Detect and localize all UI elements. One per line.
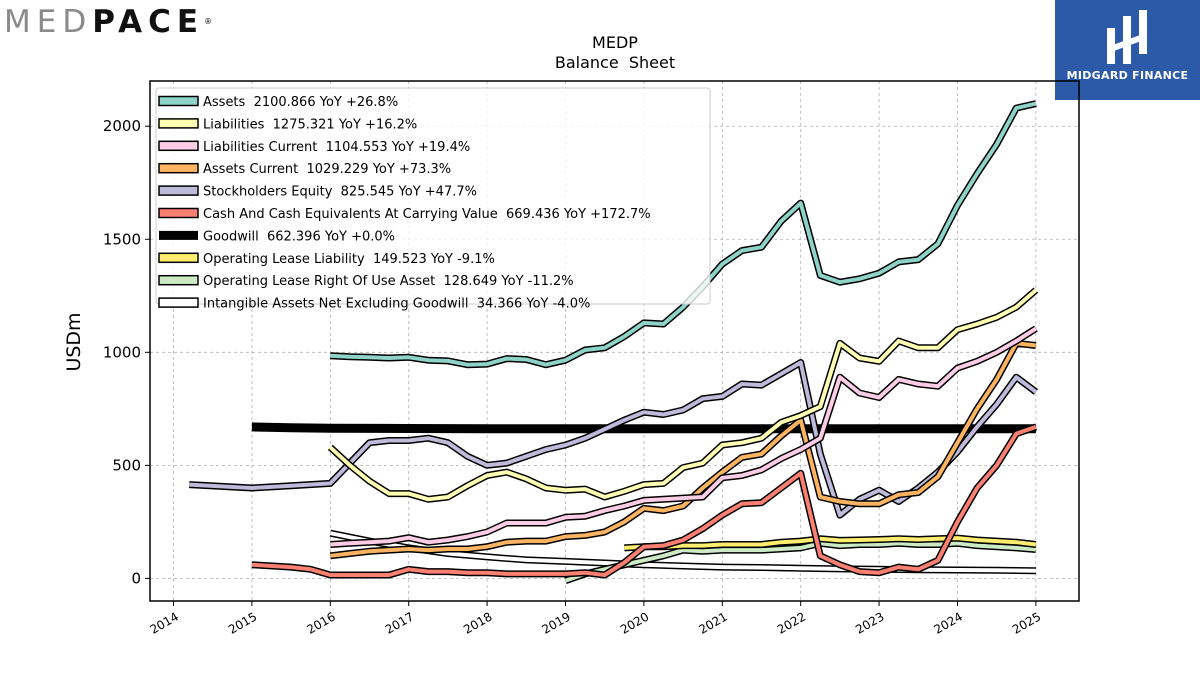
x-tick-label: 2016 [304,609,337,636]
x-tick-label: 2020 [618,609,651,636]
legend-label: Cash And Cash Equivalents At Carrying Va… [203,207,651,222]
legend-label: Liabilities Current 1104.553 YoY +19.4% [203,140,470,155]
medpace-logo: MEDPACE® [4,4,213,40]
series-line-path [330,101,1037,367]
legend-swatch [158,118,199,129]
legend-label: Assets 2100.866 YoY +26.8% [203,95,398,110]
grid [150,81,1079,601]
legend-label: Operating Lease Liability 149.523 YoY -9… [203,252,495,267]
y-axis-label: USDm [63,312,85,371]
y-tick-label: 1000 [103,343,141,361]
y-axis: 0 500 1000 1500 2000 [103,117,150,587]
x-tick-label: 2019 [540,609,573,636]
x-tick-label: 2018 [461,609,494,636]
series-line-path [330,326,1037,547]
series-line-path [330,341,1037,558]
series-line-path [564,541,1037,583]
series-line-path [251,425,1037,577]
chart-subtitle: Balance Sheet [555,53,675,72]
series-line [564,539,1037,585]
legend-swatch [158,162,199,174]
series-line [251,422,1036,434]
series-line [330,325,1038,548]
legend-label: Intangible Assets Net Excluding Goodwill… [203,297,590,312]
legend-label: Liabilities 1275.321 YoY +16.2% [203,117,417,132]
x-tick-label: 2022 [775,609,808,636]
plot-frame [149,80,1080,602]
legend-label: Stockholders Equity 825.545 YoY +47.7% [203,185,477,200]
legend: Assets 2100.866 YoY +26.8% Liabilities 12… [155,87,711,312]
legend-swatch [158,252,199,264]
series-line-path [624,536,1037,550]
legend-swatch [158,95,199,107]
legend-label: Assets Current 1029.229 YoY +73.3% [203,162,451,177]
series-line [330,100,1037,369]
x-axis: 2014 2015 2016 2017 2018 2019 2020 2021 2022 2023… [148,601,1043,637]
legend-swatch [158,207,199,219]
series-line-path [251,422,1036,434]
x-tick-label: 2017 [383,609,416,636]
legend-swatch [158,185,199,196]
x-tick-label: 2024 [932,609,965,636]
x-tick-label: 2015 [226,609,259,636]
series-line-path [328,288,1038,502]
y-tick-label: 500 [112,456,141,474]
legend-swatch [159,230,198,240]
plot-series [189,100,1039,585]
legend-swatch [158,297,199,308]
series-line [251,423,1038,579]
series-line [624,534,1037,552]
x-tick-label: 2021 [696,609,729,636]
legend-label: Operating Lease Right Of Use Asset 128.6… [203,274,574,289]
series-line [329,339,1037,560]
y-tick-label: 1500 [103,230,141,248]
legend-label: Goodwill 662.396 YoY +0.0% [203,229,395,244]
midgard-mark-icon [1107,10,1147,64]
x-tick-label: 2023 [853,609,886,636]
legend-swatch [158,274,199,286]
legend-swatch [158,140,199,152]
series-line-outline [329,339,1037,560]
y-tick-label: 2000 [103,117,141,135]
legend-box [155,87,711,305]
y-tick-label: 0 [131,569,141,587]
x-tick-label: 2014 [148,609,181,636]
x-tick-label: 2025 [1010,609,1043,636]
series-line [327,287,1039,503]
chart-title: MEDP [592,33,638,52]
midgard-finance-logo: MIDGARD FINANCE [1055,0,1200,100]
midgard-finance-name: MIDGARD FINANCE [1066,69,1189,82]
